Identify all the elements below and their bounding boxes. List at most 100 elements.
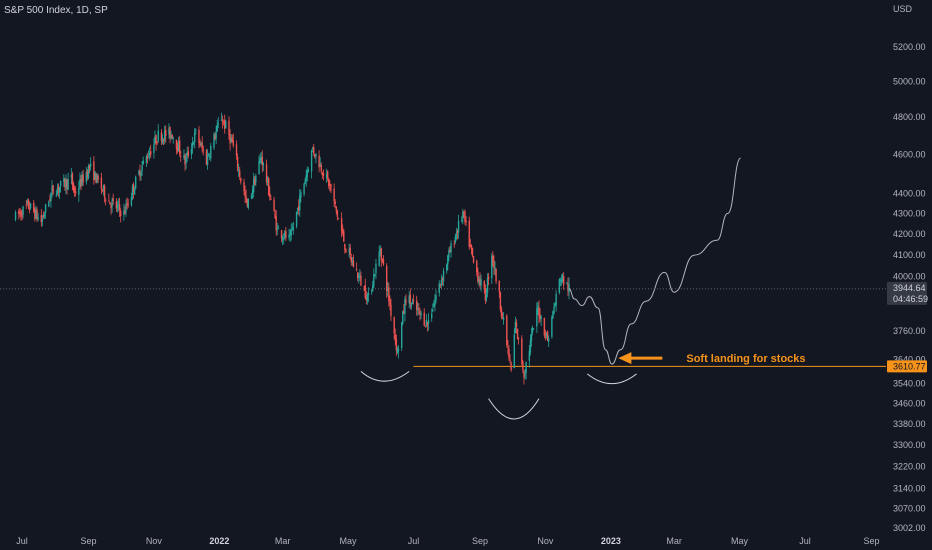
candle	[155, 134, 157, 151]
candle	[528, 345, 531, 368]
candle	[531, 325, 534, 336]
candle	[141, 160, 143, 176]
candle	[86, 169, 89, 181]
candle	[42, 211, 45, 219]
candle	[435, 289, 437, 304]
x-tick-label: May	[731, 536, 749, 546]
candle	[319, 157, 321, 167]
candle	[35, 205, 37, 220]
candle	[375, 259, 377, 280]
x-tick-label: Nov	[146, 536, 163, 546]
candle	[530, 327, 533, 347]
candle	[243, 178, 245, 196]
candle	[191, 136, 194, 154]
candle	[463, 210, 465, 219]
candle	[465, 216, 467, 227]
candle	[269, 186, 271, 201]
candle	[18, 208, 20, 220]
y-tick-label: 4000.00	[893, 272, 926, 282]
candle	[117, 198, 120, 212]
pattern-arcs	[360, 370, 637, 420]
candle	[545, 331, 548, 339]
candle	[507, 340, 509, 355]
symbol-title[interactable]: S&P 500 Index, 1D, SP	[4, 5, 108, 16]
candle	[567, 277, 569, 297]
candle	[433, 300, 435, 308]
candle	[14, 210, 17, 222]
candle	[431, 308, 433, 322]
candle	[394, 328, 396, 346]
candle	[142, 156, 144, 165]
candle	[198, 126, 200, 149]
annotation-layer[interactable]: Soft landing for stocks	[618, 352, 806, 365]
price-axis[interactable]: 5200.00 5000.00 4800.00 4600.00 4400.00 4300.…	[893, 42, 926, 533]
candle	[123, 203, 125, 221]
candle	[439, 283, 442, 288]
candle	[232, 133, 235, 148]
candle	[74, 186, 77, 197]
candle	[544, 329, 547, 341]
candle	[300, 189, 302, 203]
y-tick-label: 3300.00	[893, 440, 926, 450]
candle	[64, 177, 66, 191]
candle	[132, 182, 135, 199]
candle	[94, 170, 96, 181]
candle	[325, 168, 328, 183]
x-tick-label: Mar	[275, 536, 291, 546]
candle	[311, 146, 314, 152]
candle	[292, 221, 295, 235]
candle	[224, 114, 226, 134]
candle	[235, 140, 238, 160]
candle	[493, 255, 495, 275]
candle	[360, 271, 362, 287]
candle	[140, 170, 142, 181]
bar-countdown: 04:46:59	[893, 294, 928, 304]
time-axis[interactable]: Jul Sep Nov 2022 Mar May Jul Sep Nov 2023 Mar May Ju…	[16, 536, 879, 546]
candle	[410, 302, 413, 310]
candle	[426, 321, 429, 332]
candle	[299, 188, 301, 217]
candle	[33, 199, 35, 214]
candle	[364, 278, 366, 300]
candle	[508, 344, 510, 361]
candle	[438, 280, 440, 297]
candle	[22, 205, 24, 219]
candle	[402, 310, 404, 326]
y-tick-label: 3460.00	[893, 399, 926, 409]
candle	[320, 162, 322, 174]
candle	[537, 301, 539, 316]
candle	[138, 169, 140, 176]
candle	[260, 151, 262, 165]
candle	[440, 274, 443, 289]
candle	[513, 328, 516, 369]
candle	[552, 310, 554, 320]
candle	[409, 288, 411, 310]
candle	[464, 209, 466, 225]
candle	[288, 228, 290, 241]
projection-layer	[568, 157, 742, 365]
candle	[468, 216, 470, 250]
candle	[487, 272, 490, 286]
candle	[146, 152, 149, 164]
last-price-value: 3944.64	[893, 283, 926, 293]
candle	[472, 256, 475, 264]
candle	[119, 208, 122, 223]
candle	[296, 207, 299, 215]
candle	[87, 163, 90, 180]
candle	[524, 369, 526, 380]
y-tick-label: 3540.00	[893, 379, 926, 389]
projection-line	[568, 157, 742, 365]
candle	[20, 208, 22, 221]
candle	[280, 229, 283, 243]
candle	[205, 149, 208, 166]
candle	[363, 285, 365, 292]
candle	[73, 185, 76, 197]
candle	[96, 173, 98, 184]
candle	[359, 269, 361, 281]
candle	[27, 198, 30, 210]
candle	[184, 153, 186, 171]
candle	[202, 145, 204, 156]
annotation-label[interactable]: Soft landing for stocks	[686, 353, 805, 365]
candle	[183, 149, 185, 161]
